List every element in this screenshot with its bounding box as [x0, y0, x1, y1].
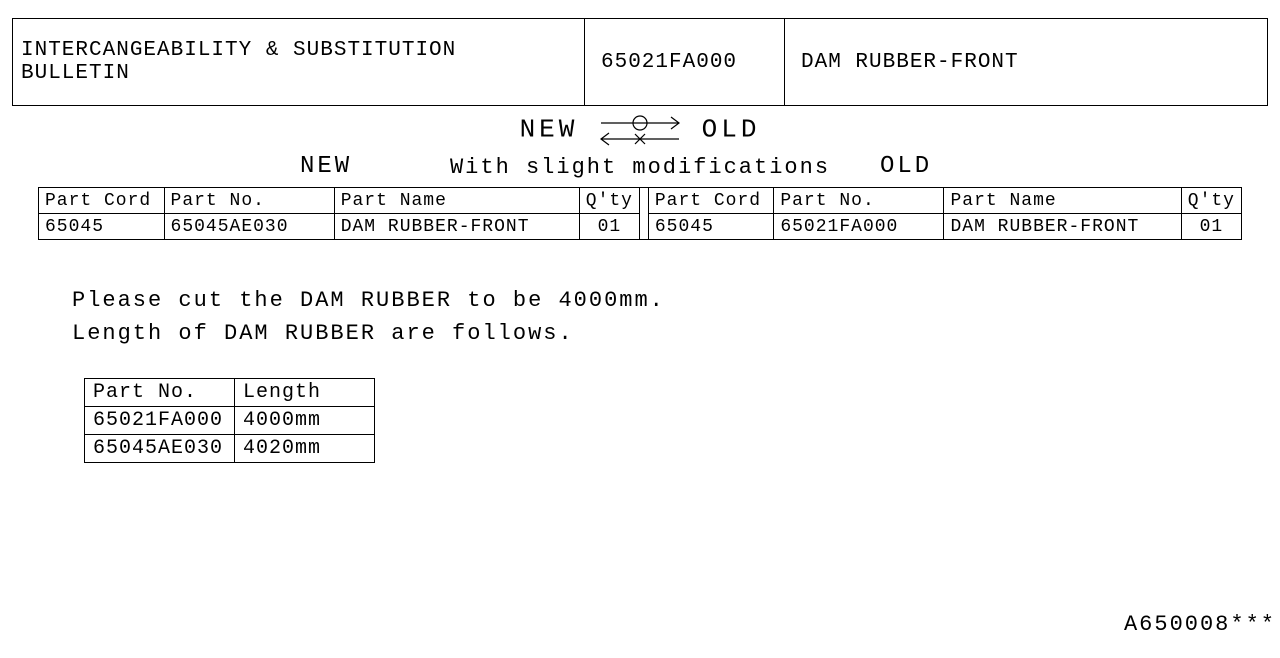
bulletin-part-name: DAM RUBBER-FRONT [785, 19, 1268, 106]
cell-part-no: 65045AE030 [85, 435, 235, 463]
old-label: OLD [702, 115, 761, 145]
new-label: NEW [520, 115, 579, 145]
cell-part-cord: 65045 [648, 214, 773, 240]
cell-length: 4020mm [235, 435, 375, 463]
col-qty: Q'ty [579, 188, 639, 214]
cell-part-no: 65021FA000 [774, 214, 944, 240]
length-table: Part No. Length 65021FA000 4000mm 65045A… [84, 378, 375, 463]
col-part-no: Part No. [85, 379, 235, 407]
table-row: 65021FA000 4000mm [85, 407, 375, 435]
col-part-cord: Part Cord [648, 188, 773, 214]
subtitle-mid: With slight modifications [0, 155, 1280, 180]
cell-part-name: DAM RUBBER-FRONT [334, 214, 579, 240]
parts-table-old: Part Cord Part No. Part Name Q'ty 65045 … [648, 187, 1242, 240]
bulletin-title: INTERCANGEABILITY & SUBSTITUTION BULLETI… [13, 19, 585, 106]
cell-part-no: 65045AE030 [164, 214, 334, 240]
table-row: 65045 65021FA000 DAM RUBBER-FRONT 01 [648, 214, 1241, 240]
drawing-number: A650008*** [1124, 612, 1276, 637]
interchange-subcaption: NEW With slight modifications OLD [0, 153, 1280, 183]
bulletin-header: INTERCANGEABILITY & SUBSTITUTION BULLETI… [12, 18, 1268, 106]
cell-length: 4000mm [235, 407, 375, 435]
interchange-indicator: NEW OLD [0, 112, 1280, 153]
col-part-name: Part Name [944, 188, 1181, 214]
cell-part-cord: 65045 [39, 214, 165, 240]
note-line: Length of DAM RUBBER are follows. [72, 317, 1280, 350]
col-part-cord: Part Cord [39, 188, 165, 214]
cell-part-no: 65021FA000 [85, 407, 235, 435]
cell-qty: 01 [1181, 214, 1241, 240]
col-part-name: Part Name [334, 188, 579, 214]
parts-comparison: Part Cord Part No. Part Name Q'ty 65045 … [38, 187, 1242, 240]
bulletin-part-no: 65021FA000 [585, 19, 785, 106]
table-gap [640, 187, 648, 240]
table-row: 65045AE030 4020mm [85, 435, 375, 463]
col-part-no: Part No. [164, 188, 334, 214]
col-length: Length [235, 379, 375, 407]
col-qty: Q'ty [1181, 188, 1241, 214]
cell-qty: 01 [579, 214, 639, 240]
interchange-arrows-icon [595, 112, 685, 153]
parts-table-new: Part Cord Part No. Part Name Q'ty 65045 … [38, 187, 640, 240]
cell-part-name: DAM RUBBER-FRONT [944, 214, 1181, 240]
col-part-no: Part No. [774, 188, 944, 214]
table-row: 65045 65045AE030 DAM RUBBER-FRONT 01 [39, 214, 640, 240]
notes: Please cut the DAM RUBBER to be 4000mm. … [72, 284, 1280, 350]
note-line: Please cut the DAM RUBBER to be 4000mm. [72, 284, 1280, 317]
subtitle-old: OLD [880, 153, 932, 180]
